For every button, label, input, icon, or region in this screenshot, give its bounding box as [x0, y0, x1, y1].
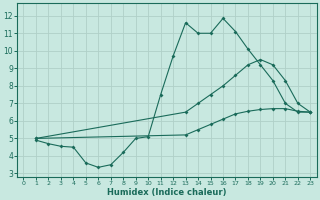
X-axis label: Humidex (Indice chaleur): Humidex (Indice chaleur)	[107, 188, 227, 197]
